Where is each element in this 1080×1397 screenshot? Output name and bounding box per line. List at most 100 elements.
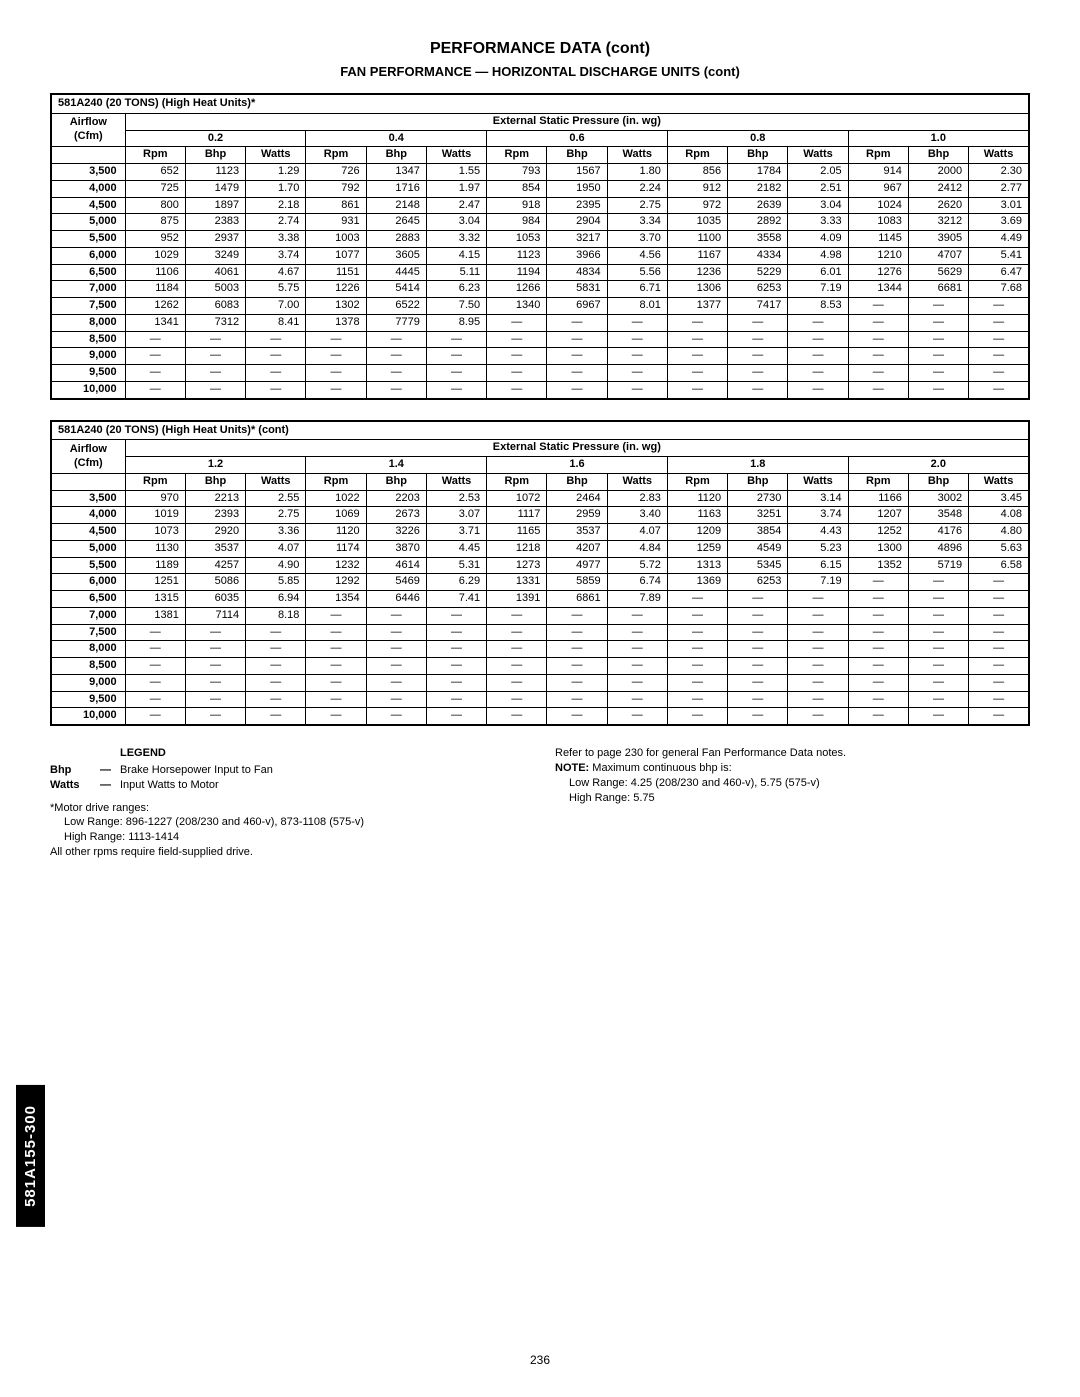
data-cell: —	[547, 314, 607, 331]
table-row: 10,000———————————————	[51, 381, 1029, 398]
data-cell: —	[848, 658, 908, 675]
data-cell: 5.31	[426, 557, 486, 574]
data-cell: 5.85	[246, 574, 306, 591]
col-header-rpm: Rpm	[125, 147, 185, 164]
data-cell: 1251	[125, 574, 185, 591]
data-cell: —	[969, 331, 1029, 348]
legend-bhp-def: Brake Horsepower Input to Fan	[120, 763, 273, 778]
table-row: 8,000134173128.41137877798.95—————————	[51, 314, 1029, 331]
data-cell: —	[848, 708, 908, 725]
data-cell: 5345	[728, 557, 788, 574]
data-cell: 4977	[547, 557, 607, 574]
data-cell: 2383	[185, 214, 245, 231]
data-cell: 3251	[728, 507, 788, 524]
data-cell: 1381	[125, 607, 185, 624]
data-cell: 3212	[908, 214, 968, 231]
data-cell: 1378	[306, 314, 366, 331]
col-header-watts: Watts	[969, 473, 1029, 490]
data-cell: —	[185, 674, 245, 691]
data-cell: 2920	[185, 524, 245, 541]
data-cell: 2730	[728, 490, 788, 507]
data-cell: 2.05	[788, 164, 848, 181]
col-header-rpm: Rpm	[667, 147, 727, 164]
airflow-value: 8,000	[51, 641, 125, 658]
data-cell: 6522	[366, 298, 426, 315]
legend-bhp: Bhp — Brake Horsepower Input to Fan	[50, 763, 525, 778]
data-cell: —	[728, 348, 788, 365]
pressure-header: 2.0	[848, 457, 1029, 474]
data-cell: —	[487, 641, 547, 658]
data-cell: —	[848, 348, 908, 365]
data-cell: 1120	[667, 490, 727, 507]
data-cell: 1300	[848, 540, 908, 557]
data-cell: 7.68	[969, 281, 1029, 298]
data-cell: 3548	[908, 507, 968, 524]
data-cell: —	[366, 607, 426, 624]
data-cell: 3.01	[969, 197, 1029, 214]
data-cell: —	[908, 591, 968, 608]
airflow-value: 10,000	[51, 708, 125, 725]
data-cell: —	[908, 574, 968, 591]
data-cell: 1352	[848, 557, 908, 574]
data-cell: 7.00	[246, 298, 306, 315]
data-cell: 1035	[667, 214, 727, 231]
data-cell: 3.45	[969, 490, 1029, 507]
note-r-l3: Low Range: 4.25 (208/230 and 460-v), 5.7…	[555, 776, 1030, 791]
data-cell: —	[547, 607, 607, 624]
data-cell: 3870	[366, 540, 426, 557]
data-cell: 3.70	[607, 231, 667, 248]
data-cell: —	[788, 641, 848, 658]
data-cell: 1236	[667, 264, 727, 281]
data-cell: 1123	[487, 247, 547, 264]
data-cell: —	[788, 658, 848, 675]
data-cell: 1331	[487, 574, 547, 591]
data-cell: —	[185, 708, 245, 725]
data-cell: —	[547, 348, 607, 365]
col-header-bhp: Bhp	[185, 147, 245, 164]
data-cell: 3537	[185, 540, 245, 557]
airflow-value: 5,500	[51, 557, 125, 574]
footer-notes: LEGEND Bhp — Brake Horsepower Input to F…	[50, 746, 1030, 860]
airflow-value: 6,000	[51, 247, 125, 264]
table-row: 6,500131560356.94135464467.41139168617.8…	[51, 591, 1029, 608]
data-cell: 1209	[667, 524, 727, 541]
data-cell: —	[185, 365, 245, 382]
data-cell: 4334	[728, 247, 788, 264]
data-cell: 5.75	[246, 281, 306, 298]
data-cell: 3226	[366, 524, 426, 541]
data-cell: 5003	[185, 281, 245, 298]
data-cell: 800	[125, 197, 185, 214]
data-cell: 4.98	[788, 247, 848, 264]
data-cell: —	[426, 641, 486, 658]
data-cell: 6253	[728, 574, 788, 591]
data-cell: 1226	[306, 281, 366, 298]
data-cell: —	[667, 624, 727, 641]
airflow-value: 8,500	[51, 331, 125, 348]
data-cell: —	[185, 691, 245, 708]
data-cell: 1302	[306, 298, 366, 315]
data-cell: 1950	[547, 180, 607, 197]
table-row: 5,00087523832.7493126453.0498429043.3410…	[51, 214, 1029, 231]
data-cell: —	[788, 348, 848, 365]
data-cell: 6.58	[969, 557, 1029, 574]
airflow-value: 6,500	[51, 264, 125, 281]
data-cell: —	[969, 641, 1029, 658]
col-header-bhp: Bhp	[728, 473, 788, 490]
data-cell: 1479	[185, 180, 245, 197]
data-cell: 1306	[667, 281, 727, 298]
data-cell: —	[246, 331, 306, 348]
data-cell: —	[426, 331, 486, 348]
data-cell: 1029	[125, 247, 185, 264]
data-cell: 4.07	[607, 524, 667, 541]
data-cell: 5.63	[969, 540, 1029, 557]
data-cell: —	[728, 607, 788, 624]
data-cell: 7.19	[788, 281, 848, 298]
data-cell: —	[426, 708, 486, 725]
legend-title: LEGEND	[120, 746, 525, 761]
airflow-header-2: Airflow (Cfm)	[51, 440, 125, 474]
pressure-header: 1.8	[667, 457, 848, 474]
col-header-rpm: Rpm	[306, 473, 366, 490]
data-cell: 2937	[185, 231, 245, 248]
data-cell: 3.69	[969, 214, 1029, 231]
data-cell: 2395	[547, 197, 607, 214]
